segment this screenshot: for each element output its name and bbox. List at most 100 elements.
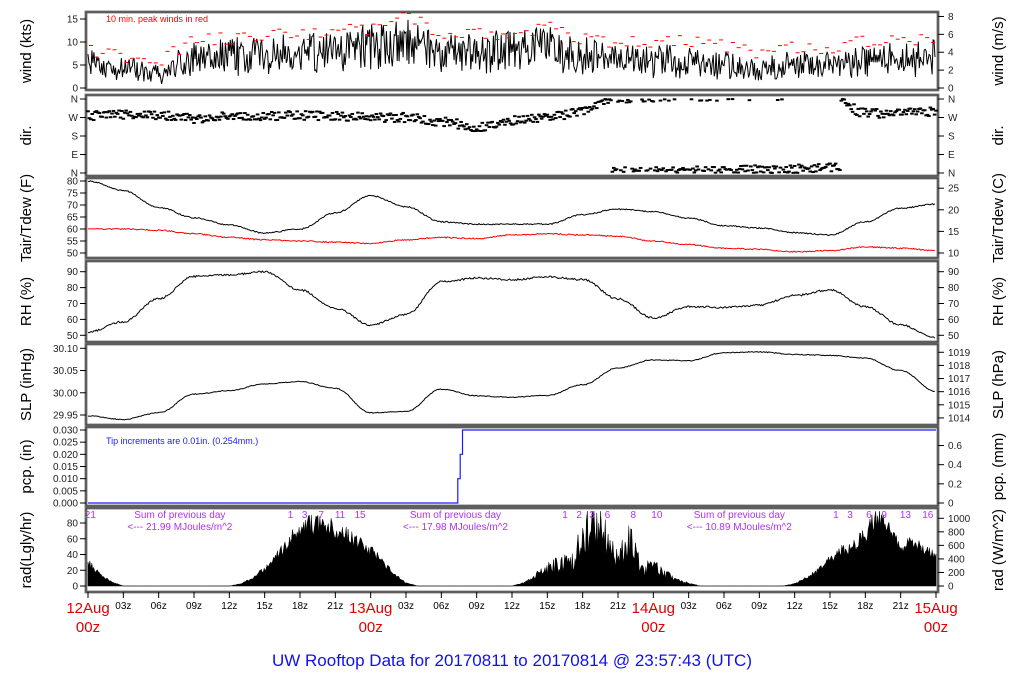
series-slp (88, 351, 935, 421)
hour-mark-label: 11 (335, 510, 346, 521)
panel-frame (84, 176, 940, 260)
y-tick-label-left: W (69, 113, 79, 124)
y-tick-label-left: 70 (67, 201, 79, 212)
date-label: 14Aug (632, 600, 675, 617)
y-tick-label-right: E (948, 150, 955, 161)
y-axis-label-right: dir. (990, 125, 1007, 145)
y-tick-label-left: S (71, 132, 78, 143)
hour-mark-label: 6 (866, 510, 872, 521)
y-axis-label-right: SLP (hPa) (990, 350, 1007, 419)
hour-mark-label: 1 (833, 510, 839, 521)
y-tick-label-left: 60 (67, 534, 79, 545)
hour-mark-label: 7 (318, 510, 324, 521)
date-label: 12Aug (66, 600, 109, 617)
hour-mark-label: 3 (589, 510, 595, 521)
y-axis-label-left: rad(Lgly/hr) (18, 512, 35, 589)
y-tick-label-right: 0.4 (948, 460, 962, 471)
panel-frame (84, 93, 940, 178)
panel-frame-inner (85, 11, 939, 91)
y-tick-label-left: 80 (67, 519, 79, 530)
y-tick-label-left: 0.015 (53, 462, 78, 473)
daily-sum-value: <--- 17.98 MJoules/m^2 (403, 522, 508, 533)
panel-frame (84, 259, 940, 344)
y-tick-label-left: 70 (67, 299, 79, 310)
panel-frame-inner (85, 94, 939, 177)
y-axis-label-right: pcp. (mm) (990, 433, 1007, 501)
y-tick-label-right: 15 (948, 227, 960, 238)
x-tick-label: 18z (857, 601, 873, 612)
precip-note: Tip increments are 0.01in. (0.254mm.) (106, 436, 258, 446)
daily-sum-heading: Sum of previous day (134, 510, 225, 521)
x-tick-label: 21z (610, 601, 626, 612)
y-tick-label-left: N (71, 95, 78, 106)
y-tick-label-right: 600 (948, 541, 965, 552)
series-wind-speed (87, 19, 936, 85)
series-tdew (87, 227, 935, 253)
panel-frame (84, 10, 940, 92)
y-axis-label-left: wind (kts) (18, 19, 35, 84)
y-tick-label-right: 0 (948, 499, 954, 510)
y-tick-label-right: 8 (948, 12, 954, 23)
x-tick-label: 09z (469, 601, 485, 612)
y-tick-label-left: 0.020 (53, 450, 78, 461)
panel-tair: Tair/Tdew (F) Tair/Tdew (C) 50556065707580… (18, 173, 1007, 263)
y-axis-label-left: SLP (inHg) (18, 348, 35, 421)
y-tick-label-left: 15 (67, 15, 79, 26)
y-tick-label-left: 0.030 (53, 426, 78, 437)
panel-pcp: pcp. (in) pcp. (mm)0.0000.0050.0100.0150.… (18, 425, 1007, 510)
x-tick-label: 18z (292, 601, 308, 612)
daily-sum-heading: Sum of previous day (410, 510, 501, 521)
y-tick-label-right: W (948, 113, 958, 124)
y-tick-label-right: N (948, 95, 955, 106)
panel-rh: RH (%) RH (%) 50 60 70 80 90 50 60 70 80 90 (18, 259, 1007, 344)
y-tick-label-right: 60 (948, 315, 960, 326)
y-tick-label-right: 1015 (948, 400, 971, 411)
y-tick-label-right: 400 (948, 554, 965, 565)
date-time-label: 00z (76, 619, 100, 636)
daily-sum-value: <--- 10.89 MJoules/m^2 (687, 522, 792, 533)
y-tick-label-left: 90 (67, 267, 79, 278)
date-label: 13Aug (349, 600, 392, 617)
y-tick-label-right: 800 (948, 527, 965, 538)
hour-mark-label: 21 (85, 510, 97, 521)
hour-mark-label: 2 (576, 510, 582, 521)
x-tick-label: 18z (575, 601, 591, 612)
panel-frame-inner (85, 343, 939, 426)
hour-mark-label: 13 (900, 510, 912, 521)
y-tick-label-left: 55 (67, 237, 79, 248)
series-radiation (87, 511, 937, 587)
y-tick-label-left: 0.010 (53, 474, 78, 485)
y-tick-label-right: N (948, 169, 955, 180)
y-tick-label-left: 0 (72, 84, 78, 95)
y-tick-label-left: 30.05 (53, 366, 78, 377)
y-tick-label-left: 30.00 (53, 388, 78, 399)
x-tick-label: 03z (681, 601, 697, 612)
x-tick-label: 15z (539, 601, 555, 612)
panel-frame-inner (85, 260, 939, 343)
hour-mark-label: 1 (562, 510, 568, 521)
x-tick-label: 21z (327, 601, 343, 612)
daily-sum-heading: Sum of previous day (694, 510, 785, 521)
y-tick-label-right: 1016 (948, 387, 971, 398)
x-tick-label: 12z (504, 601, 520, 612)
y-axis-label-left: Tair/Tdew (F) (18, 174, 35, 262)
y-tick-label-right: 0.6 (948, 441, 962, 452)
date-time-label: 00z (359, 619, 383, 636)
y-tick-label-left: E (71, 150, 78, 161)
x-tick-label: 12z (221, 601, 237, 612)
series-tair (87, 180, 936, 237)
y-tick-label-left: 50 (67, 249, 79, 260)
y-tick-label-left: 40 (67, 550, 79, 561)
x-tick-label: 12z (787, 601, 803, 612)
y-tick-label-right: 80 (948, 283, 960, 294)
y-tick-label-left: 10 (67, 38, 79, 49)
y-tick-label-left: 60 (67, 225, 79, 236)
y-tick-label-right: 25 (948, 184, 960, 195)
y-tick-label-left: 65 (67, 213, 79, 224)
hour-mark-label: 15 (355, 510, 367, 521)
wind-note: 10 min. peak winds in red (106, 14, 208, 24)
y-tick-label-left: 20 (67, 566, 79, 577)
y-tick-label-right: 1017 (948, 374, 971, 385)
